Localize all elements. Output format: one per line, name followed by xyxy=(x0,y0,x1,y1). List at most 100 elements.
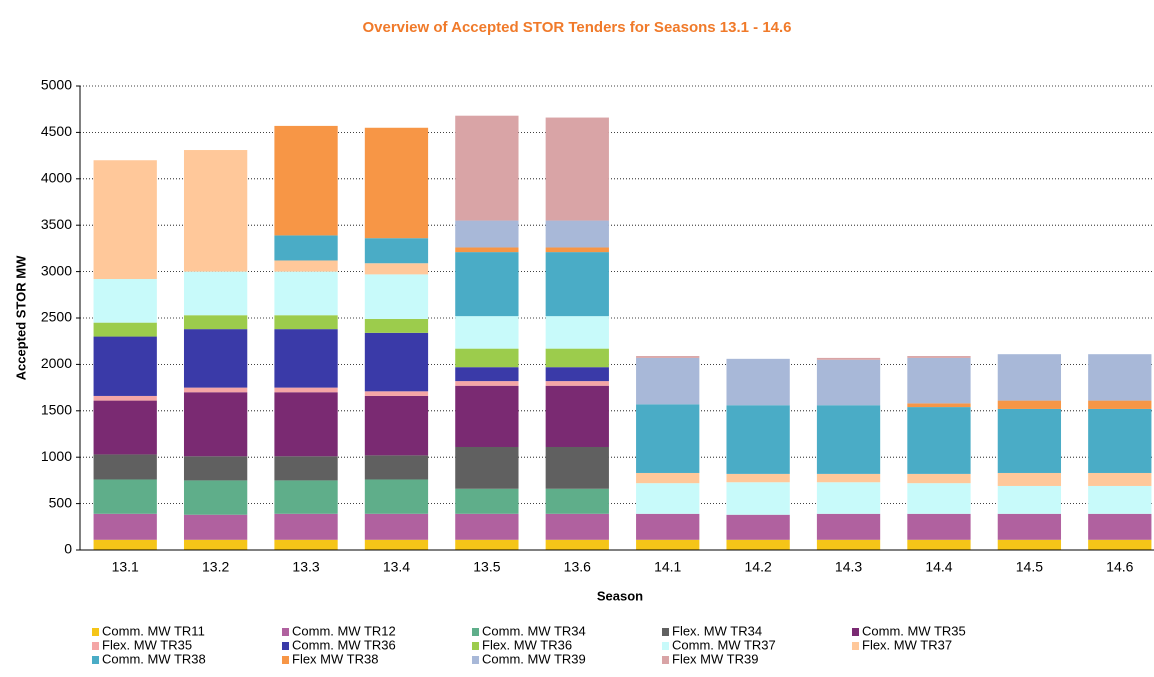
bar-segment xyxy=(93,454,157,480)
legend-swatch xyxy=(662,656,669,664)
bar-segment xyxy=(997,539,1062,550)
legend-label: Comm. MW TR11 xyxy=(102,623,205,638)
bar-segment xyxy=(455,220,519,248)
x-tick-label: 14.2 xyxy=(745,559,772,575)
legend-label: Flex MW TR38 xyxy=(292,651,378,666)
bar-segment xyxy=(907,473,971,484)
bar-segment xyxy=(364,391,429,396)
x-tick-label: 13.3 xyxy=(292,559,319,575)
bar-segment xyxy=(816,405,881,474)
x-tick-label: 13.2 xyxy=(202,559,229,575)
legend-label: Flex. MW TR34 xyxy=(672,623,762,638)
legend-swatch xyxy=(92,656,99,664)
bar-segment xyxy=(545,220,609,248)
bar-segment xyxy=(274,513,338,540)
bar-segment xyxy=(545,316,609,349)
legend-swatch xyxy=(282,656,289,664)
legend-label: Flex. MW TR37 xyxy=(862,637,952,652)
bar-segment xyxy=(274,329,338,388)
bar-segment xyxy=(545,539,609,550)
bar-segment xyxy=(183,150,248,272)
bar-segment xyxy=(274,480,338,514)
legend-label: Comm. MW TR12 xyxy=(292,623,396,638)
bar-segment xyxy=(183,387,248,393)
bar-segment xyxy=(636,356,700,358)
bar-segment xyxy=(183,456,248,481)
bar-segment xyxy=(997,400,1062,409)
legend-label: Comm. MW TR35 xyxy=(862,623,966,638)
bar-segment xyxy=(274,271,338,316)
bar-segment xyxy=(455,367,519,382)
bar-segment xyxy=(636,472,700,484)
bar-segment xyxy=(997,513,1062,540)
bar-segment xyxy=(274,125,338,236)
y-tick-label: 5000 xyxy=(41,77,72,93)
bar-segment xyxy=(183,392,248,457)
bar-segment xyxy=(545,367,609,382)
y-tick-label: 3500 xyxy=(41,216,72,232)
bar-segment xyxy=(455,115,519,221)
bar-segment xyxy=(183,514,248,540)
bar-segment xyxy=(636,539,700,550)
bar-segment xyxy=(364,332,429,392)
bar-segment xyxy=(364,513,429,540)
legend-swatch xyxy=(852,628,859,636)
bar-segment xyxy=(274,539,338,550)
legend-swatch xyxy=(852,642,859,650)
bar-segment xyxy=(274,456,338,481)
x-tick-label: 14.4 xyxy=(925,559,952,575)
bar-segment xyxy=(816,539,881,550)
bar-segment xyxy=(274,387,338,393)
chart-title: Overview of Accepted STOR Tenders for Se… xyxy=(362,19,791,36)
bar-segment xyxy=(545,247,609,253)
bar-segment xyxy=(183,480,248,515)
x-tick-label: 13.6 xyxy=(564,559,591,575)
bar-segment xyxy=(183,329,248,388)
legend-label: Comm. MW TR38 xyxy=(102,651,206,666)
bar-segment xyxy=(1088,539,1152,550)
bar-segment xyxy=(93,400,157,455)
bar-segment xyxy=(274,235,338,261)
legend-swatch xyxy=(282,628,289,636)
bar-segment xyxy=(997,472,1062,486)
bar-segment xyxy=(1088,354,1152,401)
bar-segment xyxy=(455,539,519,550)
legend-label: Comm. MW TR36 xyxy=(292,637,396,652)
legend-label: Comm. MW TR39 xyxy=(482,651,586,666)
x-tick-label: 13.4 xyxy=(383,559,410,575)
y-tick-label: 1000 xyxy=(41,448,72,464)
bar-segment xyxy=(455,488,519,514)
bar-segment xyxy=(545,381,609,386)
bar-segment xyxy=(455,385,519,447)
bar-segment xyxy=(183,315,248,330)
x-tick-label: 13.1 xyxy=(112,559,139,575)
bar-segment xyxy=(1088,472,1152,486)
bar-segment xyxy=(907,357,971,404)
y-axis-label: Accepted STOR MW xyxy=(13,255,28,380)
bar-segment xyxy=(274,392,338,457)
bar-segment xyxy=(455,316,519,349)
bar-segment xyxy=(907,513,971,540)
bar-segment xyxy=(545,117,609,221)
legend-label: Comm. MW TR34 xyxy=(482,623,586,638)
bar-segment xyxy=(455,247,519,253)
bar-segment xyxy=(1088,513,1152,540)
legend-label: Flex MW TR39 xyxy=(672,651,758,666)
bar-segment xyxy=(907,483,971,514)
bar-segment xyxy=(545,252,609,317)
x-tick-label: 13.5 xyxy=(473,559,500,575)
y-tick-label: 1500 xyxy=(41,402,72,418)
y-tick-label: 4000 xyxy=(41,170,72,186)
bar-segment xyxy=(726,514,790,540)
bar-segment xyxy=(364,455,429,480)
bar-segment xyxy=(545,513,609,540)
bar-segment xyxy=(364,395,429,456)
legend-swatch xyxy=(662,642,669,650)
bar-segment xyxy=(907,356,971,358)
legend-swatch xyxy=(662,628,669,636)
bar-segment xyxy=(816,359,881,406)
bar-segment xyxy=(726,482,790,515)
bar-segment xyxy=(93,479,157,514)
bar-segment xyxy=(183,271,248,316)
